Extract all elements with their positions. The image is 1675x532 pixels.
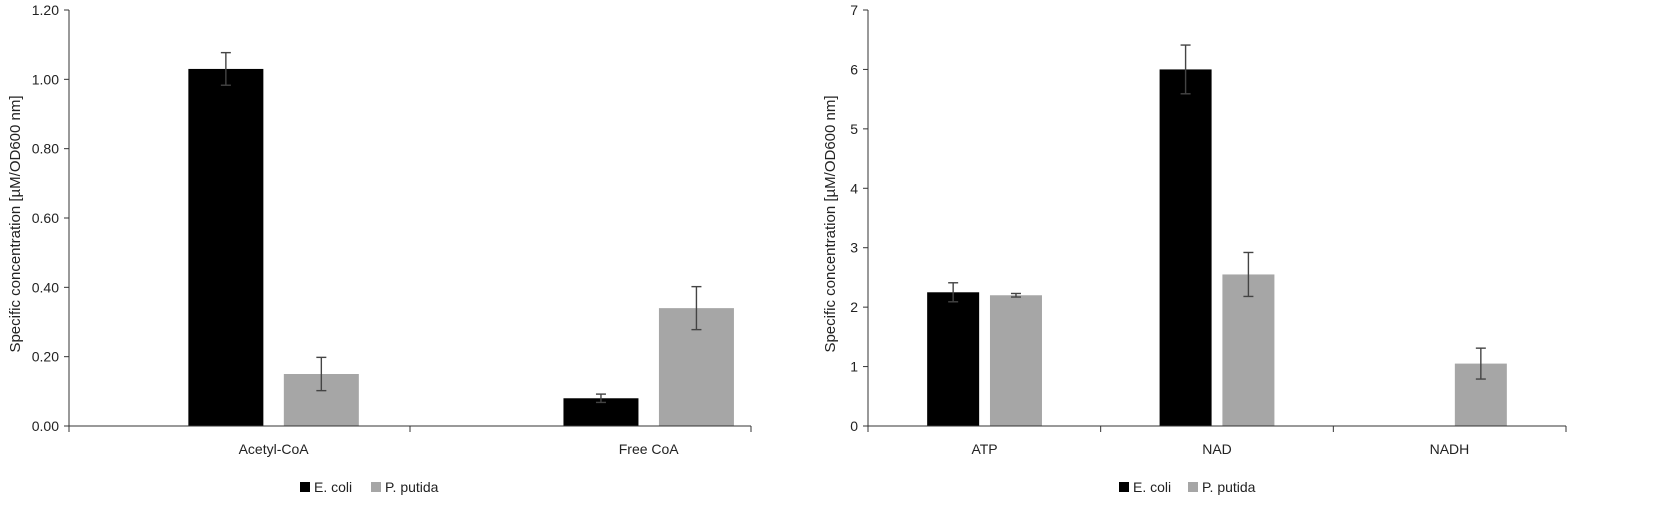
y-axis-label-left: Specific concentration [µM/OD600 nm] (7, 95, 24, 352)
x-tick-label-nad: NAD (1202, 441, 1232, 457)
y-tick-label: 7 (850, 2, 858, 18)
error-bar-e-coli-nad (1180, 44, 1191, 95)
legend-label-pputida-left: P. putida (385, 479, 439, 495)
y-tick-label: 1 (850, 359, 858, 375)
y-ticks-right: 0 1 2 3 4 5 6 7 (850, 2, 868, 434)
x-tick-label-atp: ATP (971, 441, 997, 457)
error-bar-p-putida-nadh (1475, 347, 1486, 380)
y-tick-label: 4 (850, 180, 858, 196)
x-ticks-right: ATP NAD NADH (867, 426, 1567, 457)
error-bar-e-coli-atp (948, 282, 959, 303)
legend-left: E. coli P. putida (300, 479, 439, 495)
legend-swatch-ecoli-left (300, 482, 310, 492)
y-tick-label: 0 (850, 418, 858, 434)
legend-label-ecoli-right: E. coli (1133, 479, 1171, 495)
bar-e-coli-atp (927, 292, 980, 426)
bar-p-putida-atp (989, 295, 1042, 426)
y-tick-label: 0.00 (32, 418, 59, 434)
bars-left (188, 68, 734, 426)
legend-swatch-pputida-left (371, 482, 381, 492)
y-ticks-left: 0.00 0.20 0.40 0.60 0.80 1.00 1.20 (32, 2, 69, 434)
bar-e-coli-acetyl-coa (188, 68, 264, 426)
y-tick-label: 0.20 (32, 349, 59, 365)
legend-swatch-ecoli-right (1119, 482, 1129, 492)
x-tick-label-nadh: NADH (1430, 441, 1470, 457)
legend-swatch-pputida-right (1188, 482, 1198, 492)
y-tick-label: 6 (850, 61, 858, 77)
bar-p-putida-nad (1222, 274, 1275, 426)
error-bar-p-putida-free-coa (691, 285, 702, 331)
legend-right: E. coli P. putida (1119, 479, 1256, 495)
y-tick-label: 0.80 (32, 141, 59, 157)
error-bar-p-putida-atp (1010, 292, 1021, 298)
chart-left: Specific concentration [µM/OD600 nm] 0.0… (7, 2, 752, 495)
error-bar-p-putida-acetyl-coa (316, 356, 327, 392)
y-axis-label-right: Specific concentration [µM/OD600 nm] (822, 95, 839, 352)
y-tick-label: 0.40 (32, 279, 59, 295)
x-tick-label-free-coa: Free CoA (619, 441, 680, 457)
error-bar-p-putida-nad (1243, 251, 1254, 298)
y-tick-label: 5 (850, 121, 858, 137)
chart-right: Specific concentration [µM/OD600 nm] 0 1 2… (822, 2, 1567, 495)
y-tick-label: 0.60 (32, 210, 59, 226)
error-bar-e-coli-acetyl-coa (220, 51, 231, 86)
x-tick-label-acetyl-coa: Acetyl-CoA (239, 441, 310, 457)
bars-right (927, 69, 1507, 426)
legend-label-ecoli-left: E. coli (314, 479, 352, 495)
error-bar-e-coli-free-coa (595, 393, 606, 404)
bar-e-coli-nad (1159, 69, 1212, 426)
y-tick-label: 3 (850, 240, 858, 256)
y-tick-label: 1.20 (32, 2, 59, 18)
y-tick-label: 1.00 (32, 71, 59, 87)
y-tick-label: 2 (850, 299, 858, 315)
legend-label-pputida-right: P. putida (1202, 479, 1256, 495)
x-ticks-left: Acetyl-CoA Free CoA (68, 426, 752, 457)
